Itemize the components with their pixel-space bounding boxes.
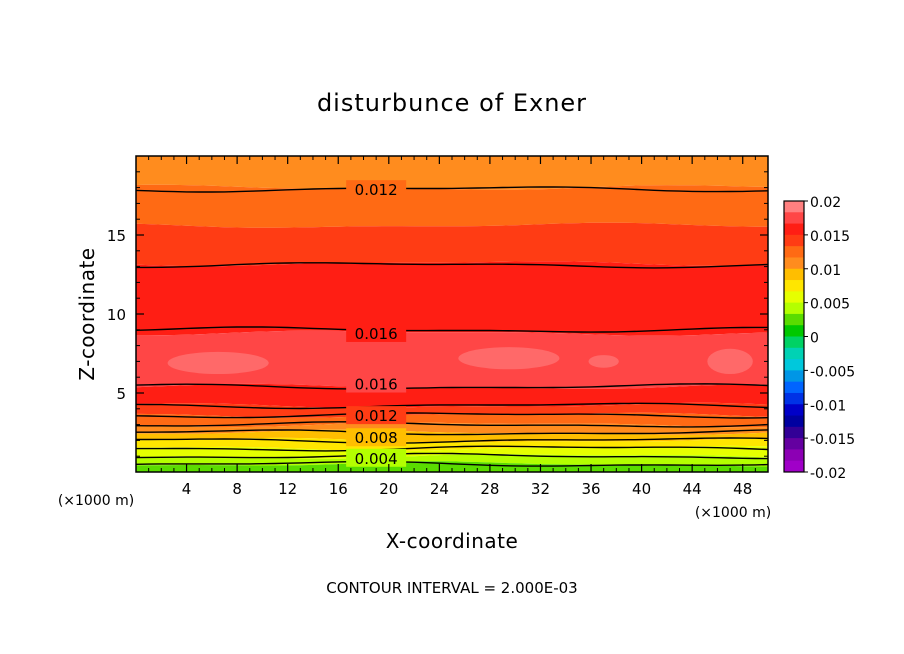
- colorbar-swatch: [784, 201, 804, 213]
- colorbar-swatch: [784, 415, 804, 428]
- colorbar-swatch: [784, 381, 804, 394]
- contour-line: [136, 186, 768, 193]
- colorbar-swatch: [784, 268, 804, 281]
- colorbar-swatch: [784, 223, 804, 236]
- contour-label: 0.016: [355, 376, 398, 394]
- contour-line: [136, 412, 768, 419]
- contour-band: [136, 412, 768, 428]
- contour-line: [136, 262, 768, 269]
- contour-label-bg: [346, 323, 407, 342]
- x-tick-label: 36: [581, 480, 600, 498]
- colorbar-tick-label: 0.01: [810, 263, 841, 279]
- colorbar-swatch: [784, 392, 804, 405]
- x-axis-label: X-coordinate: [386, 529, 519, 553]
- contour-label: 0.012: [355, 181, 398, 199]
- colorbar-swatch: [784, 460, 804, 473]
- contour-highlight-patch: [588, 355, 619, 368]
- x-tick-label: 8: [232, 480, 242, 498]
- colorbar-tick-label: -0.005: [810, 364, 855, 380]
- colorbar-swatch: [784, 336, 804, 349]
- y-axis-label: Z-coordinate: [75, 247, 99, 380]
- x-tick-label: 24: [430, 480, 449, 498]
- colorbar-tick-label: 0.02: [810, 195, 841, 211]
- colorbar-swatch: [784, 404, 804, 417]
- plot-area: 0.012 0.016 0.016 0.012 0.008 0.004: [135, 155, 769, 473]
- contour-band: [136, 261, 768, 336]
- x-tick-label: 4: [182, 480, 192, 498]
- contour-line: [136, 460, 768, 467]
- contour-highlight-patch: [167, 351, 269, 375]
- contour-label: 0.012: [355, 407, 398, 425]
- colorbar-swatch: [784, 302, 804, 315]
- x-tick-label: 40: [632, 480, 651, 498]
- x-tick-label: 12: [278, 480, 297, 498]
- colorbar-swatch: [784, 325, 804, 337]
- contour-band: [136, 184, 768, 228]
- y-tick-label: 10: [107, 306, 126, 324]
- contour-highlight-patch: [458, 347, 560, 370]
- x-tick-label: 44: [683, 480, 702, 498]
- contour-line: [136, 445, 768, 452]
- contour-label-bg: [346, 180, 407, 199]
- colorbar-swatch: [784, 359, 804, 371]
- y-axis-ticks: 5 10 15: [107, 171, 768, 457]
- contour-band: [136, 156, 768, 190]
- chart-title: disturbunce of Exner: [317, 89, 587, 117]
- colorbar-tick-label: -0.02: [810, 466, 846, 482]
- colorbar-swatch: [784, 347, 804, 360]
- colorbar-swatch: [784, 313, 804, 326]
- contour-label-bg: [346, 406, 407, 425]
- y-tick-label: 15: [107, 227, 126, 245]
- contour-line: [136, 452, 768, 460]
- contour-line: [136, 326, 768, 333]
- contour-label-bg: [346, 428, 407, 447]
- contour-line: [136, 402, 768, 410]
- colorbar-swatch: [784, 426, 804, 439]
- y-tick-label: 5: [116, 385, 126, 403]
- x-tick-label: 28: [480, 480, 499, 498]
- x-unit-right: (×1000 m): [695, 505, 771, 521]
- colorbar-swatch: [784, 370, 804, 383]
- colorbar-tick-label: 0.005: [810, 297, 850, 313]
- x-tick-label: 32: [531, 480, 550, 498]
- contour-band: [136, 383, 768, 408]
- colorbar-tick-label: -0.01: [810, 398, 846, 414]
- contour-line: [136, 429, 768, 436]
- x-tick-label: 16: [329, 480, 348, 498]
- colorbar-tick-label: -0.015: [810, 432, 855, 448]
- colorbar-tick-label: 0.015: [810, 229, 850, 245]
- contour-line: [136, 437, 768, 444]
- colorbar: 0.02 0.015 0.01 0.005 0 -0.005 -0.01 -0.015 -0.0…: [783, 195, 855, 482]
- contour-interval-note: CONTOUR INTERVAL = 2.000E-03: [326, 579, 577, 597]
- x-axis-ticks: 4 8 12 16 20 24 28 32 36 40 44 48: [148, 156, 756, 498]
- contour-label: 0.008: [355, 429, 398, 447]
- contour-band: [136, 461, 768, 472]
- contour-band: [136, 402, 768, 418]
- contour-label-bg: [346, 374, 407, 393]
- colorbar-swatch: [784, 280, 804, 292]
- colorbar-swatch: [784, 234, 804, 247]
- contour-band: [136, 222, 768, 267]
- colorbar-tick-label: 0: [810, 331, 819, 347]
- colorbar-swatch: [784, 257, 804, 270]
- contour-label-bg: [346, 448, 407, 467]
- x-tick-label: 48: [733, 480, 752, 498]
- colorbar-swatch: [784, 212, 804, 225]
- contour-label: 0.004: [355, 450, 398, 468]
- contour-line: [136, 383, 768, 390]
- colorbar-swatch: [784, 449, 804, 462]
- contour-band: [136, 445, 768, 459]
- contour-highlight-patch: [707, 348, 753, 375]
- contour-line: [136, 421, 768, 428]
- colorbar-swatch: [784, 438, 804, 450]
- colorbar-swatch: [784, 246, 804, 258]
- contour-label: 0.016: [355, 325, 398, 343]
- x-tick-label: 20: [379, 480, 398, 498]
- contour-band: [136, 330, 768, 389]
- x-unit-left: (×1000 m): [58, 493, 134, 509]
- colorbar-swatch: [784, 291, 804, 304]
